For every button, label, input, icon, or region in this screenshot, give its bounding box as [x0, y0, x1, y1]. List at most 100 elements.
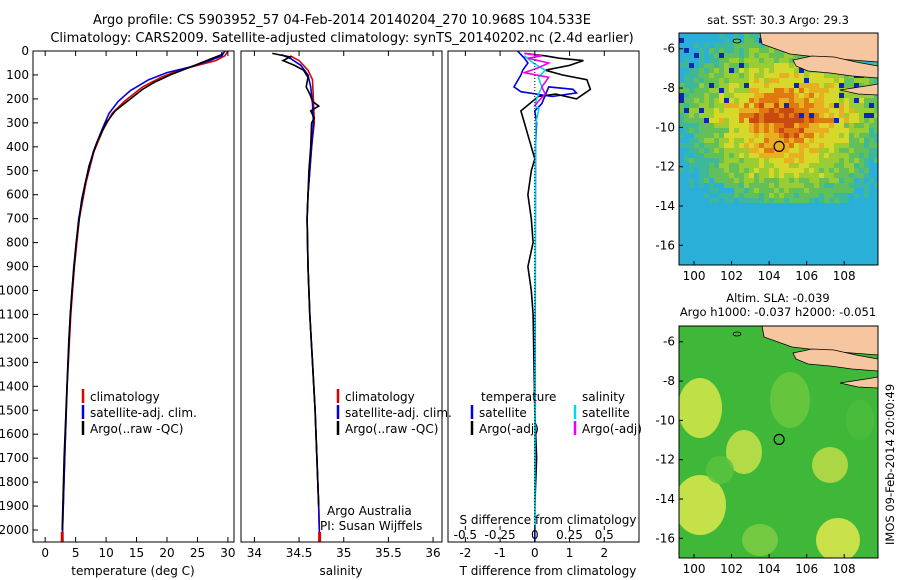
sst-cell: [794, 258, 799, 263]
sst-cell: [739, 53, 744, 58]
sst-cell: [794, 193, 799, 198]
sst-cell: [784, 248, 789, 253]
sst-cell: [859, 113, 864, 118]
sst-cell: [854, 153, 859, 158]
sst-cell: [724, 98, 729, 103]
sst-cell: [689, 68, 694, 73]
sst-cell: [829, 228, 834, 233]
sst-cell: [769, 53, 774, 58]
sst-cell: [699, 233, 704, 238]
sst-cell: [784, 258, 789, 263]
sst-cell: [754, 198, 759, 203]
sst-cell: [704, 193, 709, 198]
sst-cell: [804, 78, 809, 83]
sst-cell: [779, 108, 784, 113]
sst-cell: [869, 193, 874, 198]
sst-cell: [834, 173, 839, 178]
sst-cell: [729, 113, 734, 118]
sst-cell: [854, 223, 859, 228]
sst-cell: [689, 248, 694, 253]
sst-cell: [809, 128, 814, 133]
x-tick-label: 35.5: [375, 546, 402, 560]
sst-cell: [719, 43, 724, 48]
sst-cell: [794, 98, 799, 103]
sst-cell: [849, 133, 854, 138]
sst-cell: [729, 118, 734, 123]
sst-cell: [864, 78, 869, 83]
sst-cell: [679, 53, 684, 58]
sst-cell: [734, 103, 739, 108]
sst-cell: [719, 263, 724, 265]
sst-map-frame: [678, 32, 879, 266]
sst-cell: [769, 163, 774, 168]
sst-cell: [709, 188, 714, 193]
sst-cell: [694, 93, 699, 98]
sst-cell: [739, 103, 744, 108]
sst-cell: [814, 128, 819, 133]
sst-cell: [864, 163, 869, 168]
sst-cell: [754, 38, 759, 43]
sst-cell: [814, 133, 819, 138]
sst-cell: [789, 163, 794, 168]
sst-cell: [819, 78, 824, 83]
sst-cell: [724, 138, 729, 143]
sst-cell: [859, 223, 864, 228]
sst-cell: [679, 78, 684, 83]
sst-cell: [779, 198, 784, 203]
sst-cell: [729, 93, 734, 98]
sst-cell: [829, 138, 834, 143]
y-tick-label: -12: [655, 160, 675, 174]
sst-cell: [699, 163, 704, 168]
sst-cell: [854, 163, 859, 168]
sst-cell: [719, 243, 724, 248]
sst-cell: [754, 63, 759, 68]
sst-cell: [779, 158, 784, 163]
sst-cell: [794, 88, 799, 93]
sst-cell: [854, 258, 859, 263]
sst-cell: [809, 118, 814, 123]
sst-cell: [844, 108, 849, 113]
sst-cell: [704, 38, 709, 43]
sst-cell: [824, 178, 829, 183]
sst-cell: [699, 178, 704, 183]
sst-cell: [694, 248, 699, 253]
sst-cell: [679, 158, 684, 163]
sst-cell: [799, 78, 804, 83]
sst-cell: [869, 248, 874, 253]
sst-cell: [689, 238, 694, 243]
sst-cell: [869, 168, 874, 173]
sst-cell: [719, 153, 724, 158]
sst-cell: [709, 93, 714, 98]
x-tick-label: 106: [795, 562, 818, 576]
x-tick-label: 100: [683, 269, 706, 283]
sst-cell: [859, 218, 864, 223]
sst-cell: [779, 243, 784, 248]
sst-cell: [699, 38, 704, 43]
sst-cell: [774, 143, 779, 148]
sst-cell: [684, 193, 689, 198]
sst-cell: [734, 233, 739, 238]
sst-cell: [779, 208, 784, 213]
sst-cell: [709, 208, 714, 213]
sst-cell: [734, 53, 739, 58]
sst-cell: [799, 133, 804, 138]
sst-cell: [784, 68, 789, 73]
sst-cell: [874, 243, 878, 248]
sst-cell: [699, 93, 704, 98]
sst-cell: [839, 83, 844, 88]
sst-cell: [699, 53, 704, 58]
sst-cell: [804, 98, 809, 103]
sst-cell: [699, 168, 704, 173]
sst-cell: [784, 128, 789, 133]
series-line: [289, 55, 321, 542]
sst-cell: [704, 68, 709, 73]
sst-cell: [699, 193, 704, 198]
sst-cell: [684, 78, 689, 83]
sst-cell: [744, 138, 749, 143]
sst-cell: [699, 123, 704, 128]
sst-cell: [869, 103, 874, 108]
x-tick-label: 5: [72, 546, 80, 560]
y-tick-label: -14: [655, 199, 675, 213]
temperature-axes-frame: [32, 50, 235, 543]
sst-cell: [859, 148, 864, 153]
